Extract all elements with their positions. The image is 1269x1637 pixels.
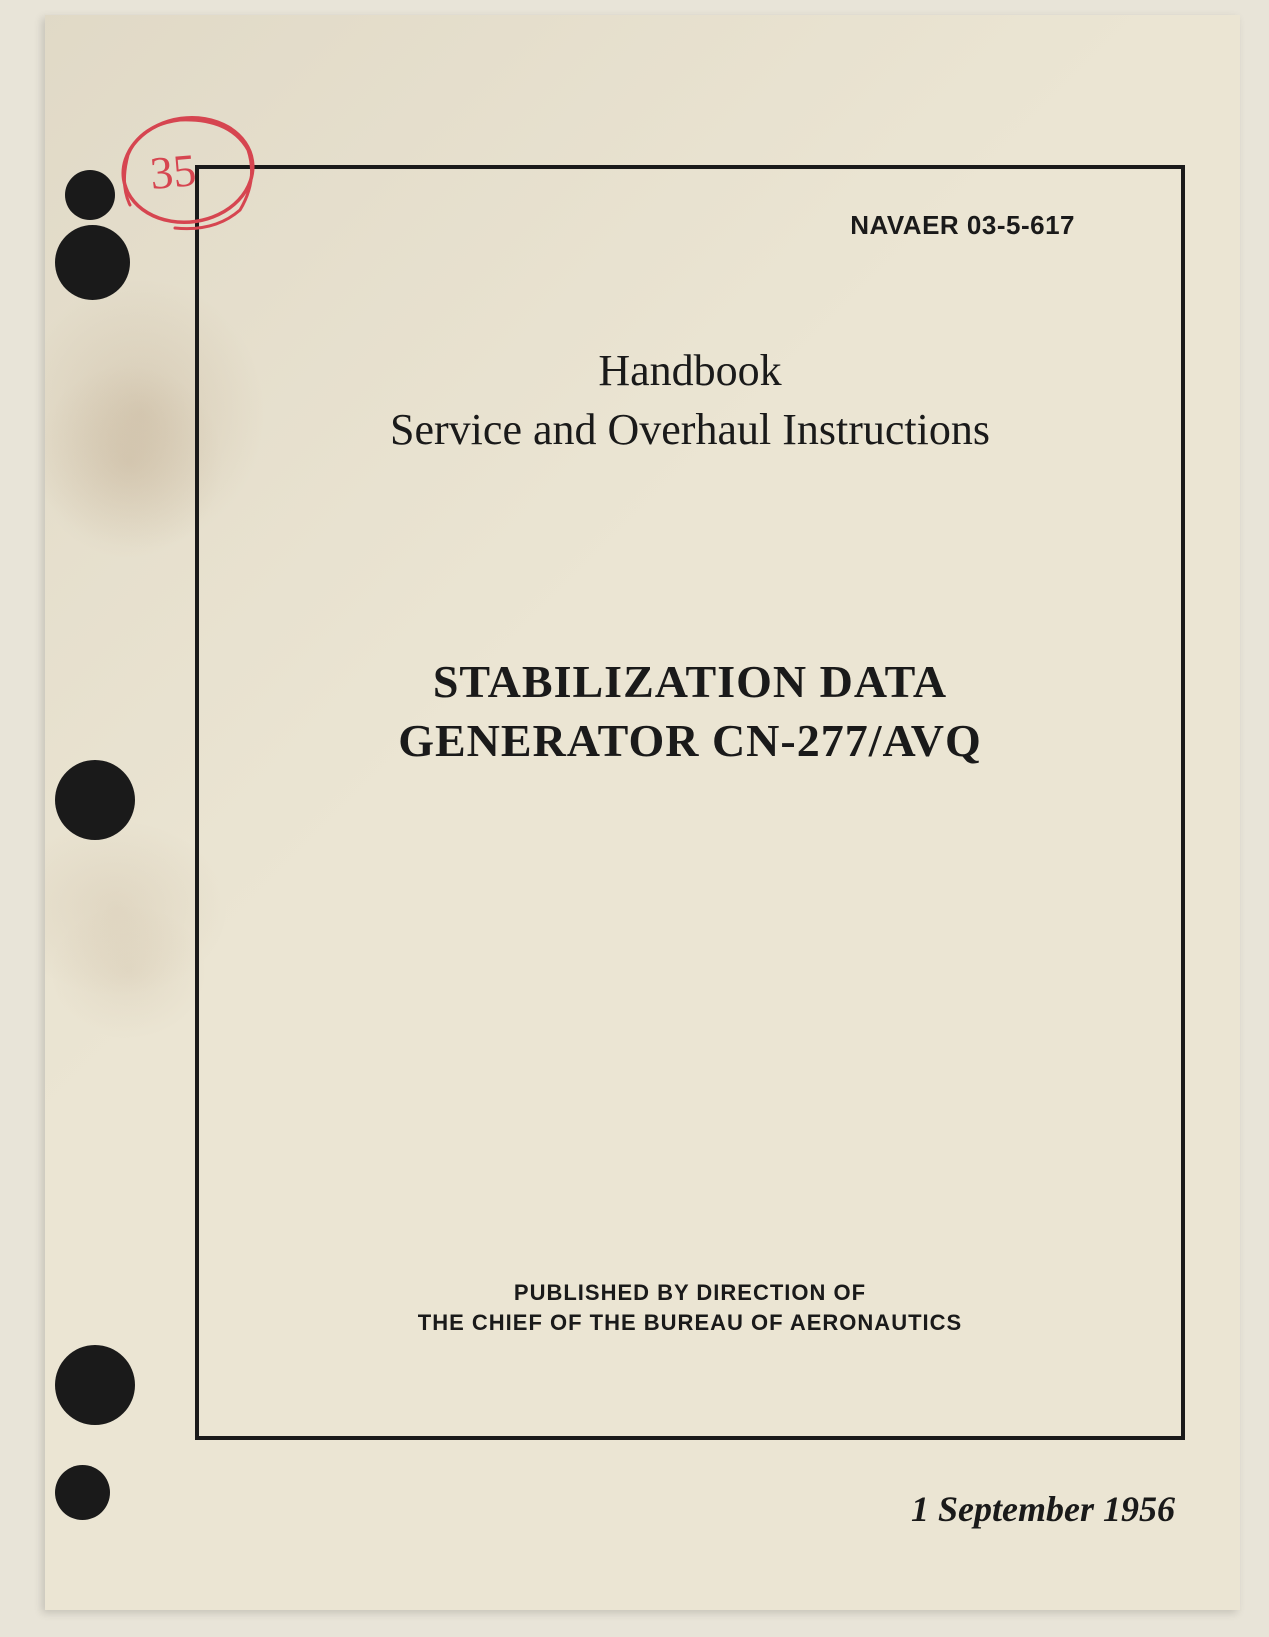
subject-line-1: STABILIZATION DATA — [195, 655, 1185, 708]
document-number: NAVAER 03-5-617 — [850, 210, 1075, 241]
punch-hole-icon — [55, 760, 135, 840]
subject-line-2: GENERATOR CN-277/AVQ — [195, 714, 1185, 767]
subject-section: STABILIZATION DATA GENERATOR CN-277/AVQ — [195, 655, 1185, 767]
title-line-2: Service and Overhaul Instructions — [195, 404, 1185, 455]
punch-hole-icon — [55, 1465, 110, 1520]
publisher-section: PUBLISHED BY DIRECTION OF THE CHIEF OF T… — [195, 1280, 1185, 1336]
publication-date: 1 September 1956 — [911, 1488, 1175, 1530]
publisher-line-2: THE CHIEF OF THE BUREAU OF AERONAUTICS — [195, 1310, 1185, 1336]
title-line-1: Handbook — [195, 345, 1185, 396]
document-page: 35 NAVAER 03-5-617 Handbook Service and … — [45, 15, 1240, 1610]
punch-hole-icon — [55, 1345, 135, 1425]
title-section: Handbook Service and Overhaul Instructio… — [195, 345, 1185, 455]
handwritten-annotation: 35 — [148, 143, 198, 200]
punch-hole-icon — [65, 170, 115, 220]
publisher-line-1: PUBLISHED BY DIRECTION OF — [195, 1280, 1185, 1306]
